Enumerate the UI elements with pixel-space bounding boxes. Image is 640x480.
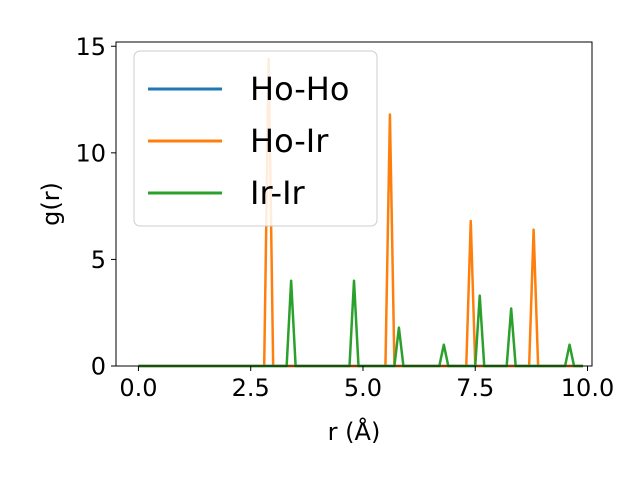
legend-label-ho-ir: Ho-Ir: [250, 122, 329, 160]
series-line-ir-ir: [138, 279, 584, 368]
legend-label-ho-ho: Ho-Ho: [250, 70, 349, 108]
y-axis-label: g(r): [37, 182, 65, 226]
x-axis-ticks: 0.0 2.5 5.0 7.5 10.0: [119, 366, 614, 402]
y-axis-ticks: 0 5 10 15: [75, 33, 116, 381]
x-tick-label: 7.5: [456, 374, 494, 402]
x-tick-label: 2.5: [232, 374, 270, 402]
y-tick-label: 5: [91, 246, 106, 274]
x-tick-label: 5.0: [344, 374, 382, 402]
y-tick-label: 15: [75, 33, 106, 61]
legend: Ho-Ho Ho-Ir Ir-Ir: [133, 50, 378, 227]
legend-box: [133, 50, 378, 227]
x-axis-label: r (Å): [328, 417, 381, 446]
y-tick-label: 10: [75, 139, 106, 167]
x-tick-label: 0.0: [119, 374, 157, 402]
y-tick-label: 0: [91, 353, 106, 381]
plot-frame: [115, 41, 593, 367]
x-tick-label: 10.0: [561, 374, 614, 402]
legend-label-ir-ir: Ir-Ir: [250, 174, 306, 212]
